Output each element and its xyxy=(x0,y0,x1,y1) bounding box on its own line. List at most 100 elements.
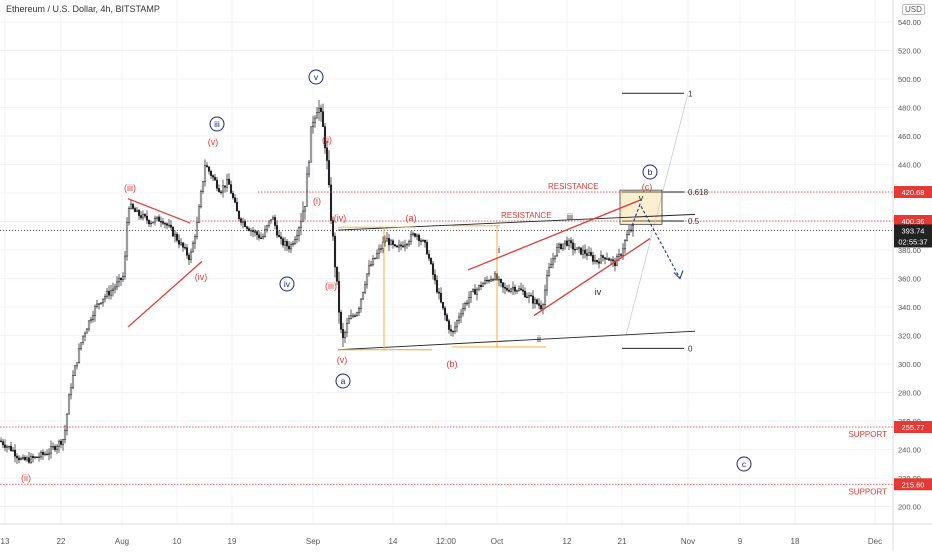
candle-body xyxy=(419,240,423,242)
y-tick-label: 320.00 xyxy=(898,332,921,341)
candle-body xyxy=(355,312,359,317)
candle-body xyxy=(313,117,317,123)
candle-body xyxy=(461,308,465,315)
candle-body xyxy=(153,218,157,223)
resistance-label: RESISTANCE xyxy=(548,182,599,191)
candle-body xyxy=(307,161,311,175)
candle-body xyxy=(27,457,31,463)
candle-body xyxy=(617,254,621,257)
candle-body xyxy=(411,233,415,235)
candle-body xyxy=(61,439,65,445)
candle-body xyxy=(479,284,483,287)
candle-body xyxy=(241,221,245,223)
candle-body xyxy=(297,227,301,236)
candle-body xyxy=(465,302,469,305)
price-label-bg xyxy=(894,478,932,491)
fib-trend-line xyxy=(625,93,689,336)
candle-body xyxy=(191,242,195,253)
candle-body xyxy=(127,208,131,223)
y-tick-label: 300.00 xyxy=(898,360,921,369)
candle-body xyxy=(385,238,389,242)
projection-arrowhead xyxy=(673,270,684,280)
candle-body xyxy=(367,265,371,275)
candle-body xyxy=(51,446,55,448)
candle-body xyxy=(541,304,545,310)
y-tick-label: 440.00 xyxy=(898,161,921,170)
candle-body xyxy=(363,284,367,293)
candle-body xyxy=(333,235,337,268)
candle-body xyxy=(369,264,373,267)
candle-body xyxy=(235,202,239,212)
candle-body xyxy=(105,291,109,297)
candle-body xyxy=(353,315,357,317)
candle-body xyxy=(67,394,71,415)
candle-body xyxy=(373,257,377,260)
candle-body xyxy=(521,289,525,292)
candle-body xyxy=(299,220,303,229)
candle-body xyxy=(405,243,409,246)
candle-body xyxy=(37,456,41,458)
candle-body xyxy=(223,185,227,188)
candle-body xyxy=(545,275,549,291)
candle-body xyxy=(281,238,285,246)
y-tick-label: 240.00 xyxy=(898,446,921,455)
x-tick-label: 12 xyxy=(563,537,572,546)
candle-body xyxy=(291,243,295,245)
candle-body xyxy=(215,179,219,189)
candle-body xyxy=(231,192,235,199)
candle-body xyxy=(195,222,199,237)
candle-body xyxy=(9,445,13,451)
candle-body xyxy=(123,255,127,277)
candle-body xyxy=(193,236,197,244)
candle-body xyxy=(305,173,309,207)
candle-body xyxy=(499,279,503,283)
candle-body xyxy=(493,273,497,280)
candle-body xyxy=(49,446,53,454)
candle-body xyxy=(351,315,355,317)
candle-body xyxy=(285,241,289,247)
candle-body xyxy=(147,220,151,225)
candle-body xyxy=(21,456,25,459)
candle-body xyxy=(623,240,627,250)
candle-body xyxy=(515,290,519,292)
candle-body xyxy=(187,254,191,260)
candle-body xyxy=(423,239,427,243)
candle-body xyxy=(525,296,529,299)
candle-body xyxy=(441,301,445,309)
wave-label: c xyxy=(742,459,747,469)
candle-body xyxy=(501,282,505,288)
candle-body xyxy=(99,302,103,304)
candle-body xyxy=(455,320,459,328)
candle-body xyxy=(417,234,421,241)
candle-body xyxy=(403,244,407,248)
candle-body xyxy=(283,241,287,246)
candle-body xyxy=(303,205,307,212)
currency-badge[interactable]: USD xyxy=(902,4,925,15)
candle-body xyxy=(569,240,573,244)
candle-body xyxy=(289,244,293,250)
candle-body xyxy=(591,255,595,262)
wave-label-circle xyxy=(642,164,658,180)
candle-body xyxy=(555,246,559,257)
candle-body xyxy=(625,234,629,241)
candle-body xyxy=(507,289,511,292)
grid xyxy=(0,0,893,524)
candle-body xyxy=(155,216,159,219)
candle-body xyxy=(69,387,73,396)
candle-body xyxy=(551,258,555,265)
candle-body xyxy=(387,238,391,246)
candle-body xyxy=(257,234,261,239)
candle-body xyxy=(243,221,247,227)
candle-body xyxy=(89,319,93,322)
candle-body xyxy=(549,263,553,269)
candle-body xyxy=(185,247,189,256)
wave-label: (iii) xyxy=(124,183,136,193)
y-tick-label: 360.00 xyxy=(898,275,921,284)
candle-body xyxy=(131,203,135,209)
candle-body xyxy=(287,245,291,250)
candle-body xyxy=(585,253,589,256)
candle-body xyxy=(329,184,333,221)
candle-body xyxy=(43,453,47,456)
candle-body xyxy=(485,279,489,282)
